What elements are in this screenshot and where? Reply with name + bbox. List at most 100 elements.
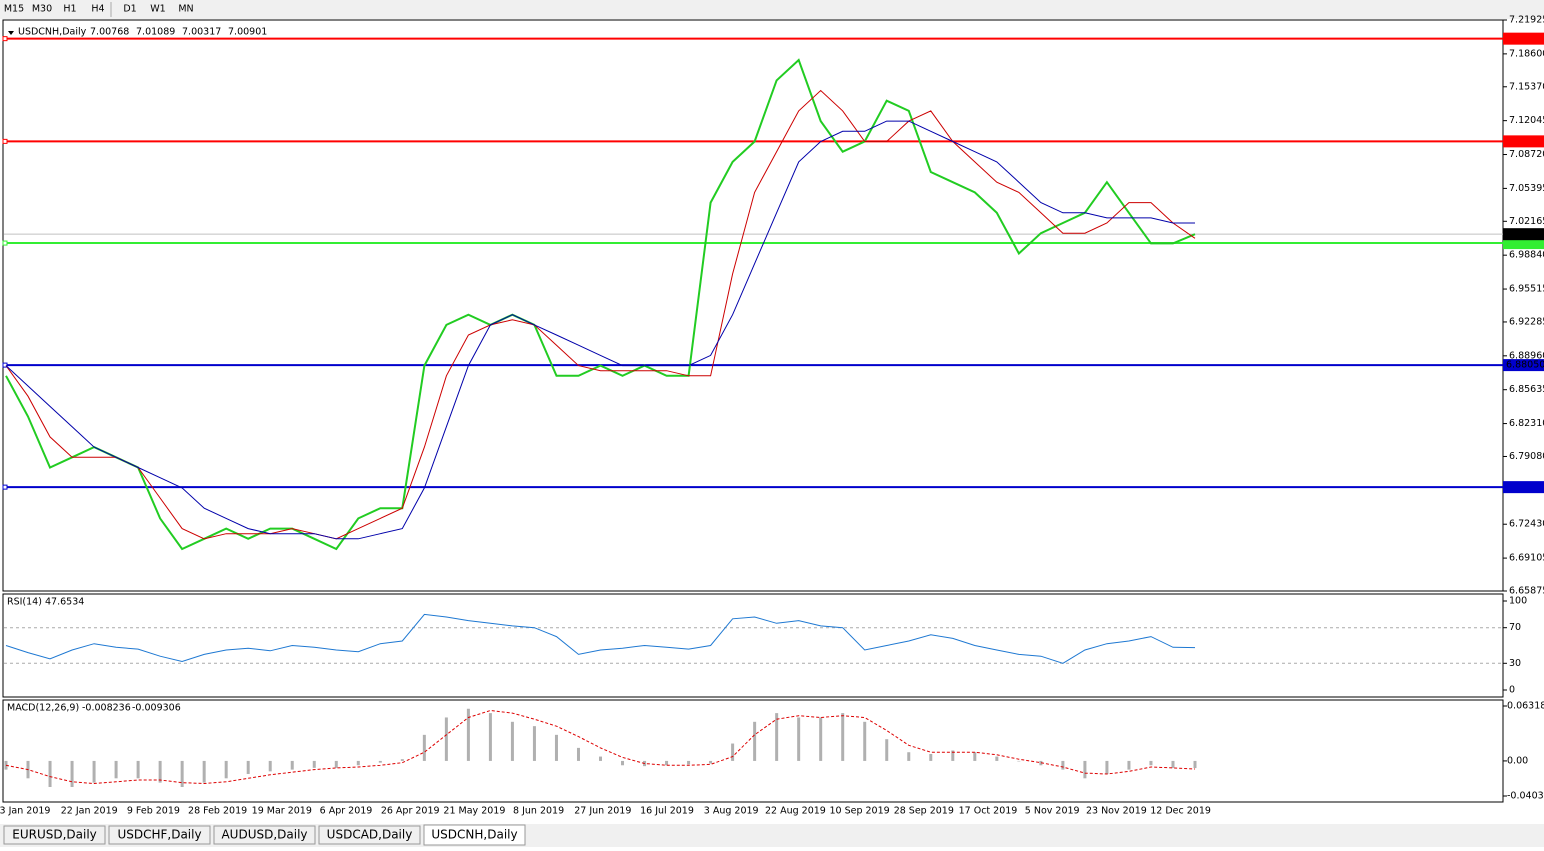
y-tick-label: 7.08720	[1509, 149, 1544, 160]
series-line	[5, 120, 1195, 540]
timeframe-button[interactable]: H1	[63, 4, 76, 15]
y-tick-label: 30	[1509, 658, 1521, 669]
macd-bar	[4, 760, 8, 770]
y-tick-label: 7.21925	[1509, 15, 1544, 26]
macd-value: -0.008236	[82, 703, 131, 714]
x-tick-label: 22 Jan 2019	[61, 806, 118, 817]
macd-bar	[599, 756, 602, 761]
macd-bar	[114, 760, 118, 779]
timeframe-button[interactable]: W1	[150, 4, 165, 15]
macd-bar	[1193, 760, 1197, 769]
x-tick-label: 10 Sep 2019	[829, 806, 889, 817]
menu-arrow	[8, 31, 14, 35]
ohlc-value: 7.00901	[228, 27, 267, 38]
level-tag	[1503, 359, 1544, 372]
macd-bar	[378, 760, 382, 763]
level-tag	[1503, 135, 1544, 148]
macd-bar	[70, 760, 74, 787]
level-tag	[1503, 32, 1544, 45]
macd-bar	[466, 708, 470, 761]
timeframe-button[interactable]: H4	[91, 4, 104, 15]
timeframe-button[interactable]: D1	[123, 4, 136, 15]
level-label: 6.88050	[1506, 360, 1544, 371]
y-tick-label: 6.98840	[1509, 250, 1544, 261]
x-tick-label: 26 Apr 2019	[381, 806, 440, 817]
timeframe-button[interactable]: M15	[4, 4, 24, 15]
macd-bar	[400, 759, 404, 761]
macd-bar	[510, 721, 514, 761]
macd-bar	[731, 743, 735, 761]
macd-bar	[1017, 760, 1021, 762]
macd-bar	[158, 760, 162, 783]
macd-bar	[995, 756, 999, 761]
toolbar	[0, 0, 1544, 19]
x-tick-label: 22 Aug 2019	[765, 806, 826, 817]
x-tick-label: 17 Oct 2019	[959, 806, 1018, 817]
series-line	[5, 613, 1196, 664]
macd-bar	[775, 713, 779, 761]
y-tick-label: 6.82310	[1509, 418, 1544, 429]
x-tick-label: 12 Dec 2019	[1150, 806, 1211, 817]
macd-bar	[687, 760, 691, 765]
y-tick-label: 6.65875	[1509, 586, 1544, 597]
x-tick-label: 19 Mar 2019	[252, 806, 312, 817]
y-tick-label: 7.15370	[1509, 81, 1544, 92]
ohlc-value: 7.00768	[90, 27, 129, 38]
macd-bar	[1061, 760, 1065, 770]
x-tick-label: 8 Jun 2019	[513, 806, 564, 817]
tab-label[interactable]: AUDUSD,Daily	[221, 828, 307, 842]
timeframe-button[interactable]: M30	[32, 4, 52, 15]
macd-bar	[929, 753, 933, 761]
macd-bar	[1171, 760, 1175, 768]
ohlc-value: 7.00317	[182, 27, 221, 38]
level-tag	[1503, 481, 1544, 494]
y-tick-label: 7.05395	[1509, 183, 1544, 194]
tab[interactable]	[423, 824, 526, 846]
y-tick-label: 0.00	[1507, 755, 1528, 766]
macd-bar	[356, 760, 360, 766]
x-tick-label: 28 Sep 2019	[894, 806, 954, 817]
current-price-label: 7.00901	[1506, 229, 1544, 240]
series-line	[5, 89, 1196, 540]
x-tick-label: 28 Feb 2019	[188, 806, 247, 817]
main-panel	[2, 19, 1504, 592]
tab[interactable]	[3, 825, 106, 845]
tab-label[interactable]: EURUSD,Daily	[12, 828, 97, 842]
tab-label[interactable]: USDCAD,Daily	[327, 828, 413, 842]
macd-bar	[488, 713, 492, 761]
y-tick-label: 7.02165	[1509, 216, 1544, 227]
macd-bar	[334, 760, 338, 768]
timeframe-button[interactable]: MN	[178, 4, 193, 15]
macd-bar	[554, 734, 558, 761]
level-handle	[2, 138, 8, 144]
y-tick-label: 6.85635	[1509, 384, 1544, 395]
level-handle	[2, 484, 8, 490]
macd-bar	[224, 760, 228, 779]
level-handle	[2, 240, 8, 246]
rsi-panel	[2, 593, 1504, 698]
macd-bar	[136, 760, 140, 779]
macd-bar	[422, 734, 426, 761]
y-tick-label: 6.95515	[1509, 284, 1544, 295]
x-tick-label: 16 Jul 2019	[640, 806, 694, 817]
tab-label[interactable]: USDCHF,Daily	[117, 828, 201, 842]
tab-label[interactable]: USDCNH,Daily	[431, 828, 517, 842]
y-tick-label: 6.79080	[1509, 451, 1544, 462]
x-tick-label: 23 Nov 2019	[1086, 806, 1147, 817]
macd-bar	[665, 760, 669, 766]
y-tick-label: 6.72430	[1509, 519, 1544, 530]
macd-bar	[444, 717, 448, 761]
y-tick-label: 100	[1509, 596, 1527, 607]
x-tick-label: 9 Feb 2019	[127, 806, 180, 817]
symbol-title: USDCNH,Daily	[18, 27, 87, 38]
y-tick-label: 7.18600	[1509, 48, 1544, 59]
series-line	[5, 709, 1196, 785]
y-tick-label: 0	[1509, 685, 1515, 696]
tab[interactable]	[318, 825, 421, 845]
macd-value: -0.009306	[132, 703, 181, 714]
y-tick-label: 0.063184	[1507, 701, 1544, 712]
tab[interactable]	[213, 825, 316, 845]
y-tick-label: 6.88960	[1509, 350, 1544, 361]
tab[interactable]	[108, 825, 211, 845]
macd-bar	[312, 760, 316, 768]
